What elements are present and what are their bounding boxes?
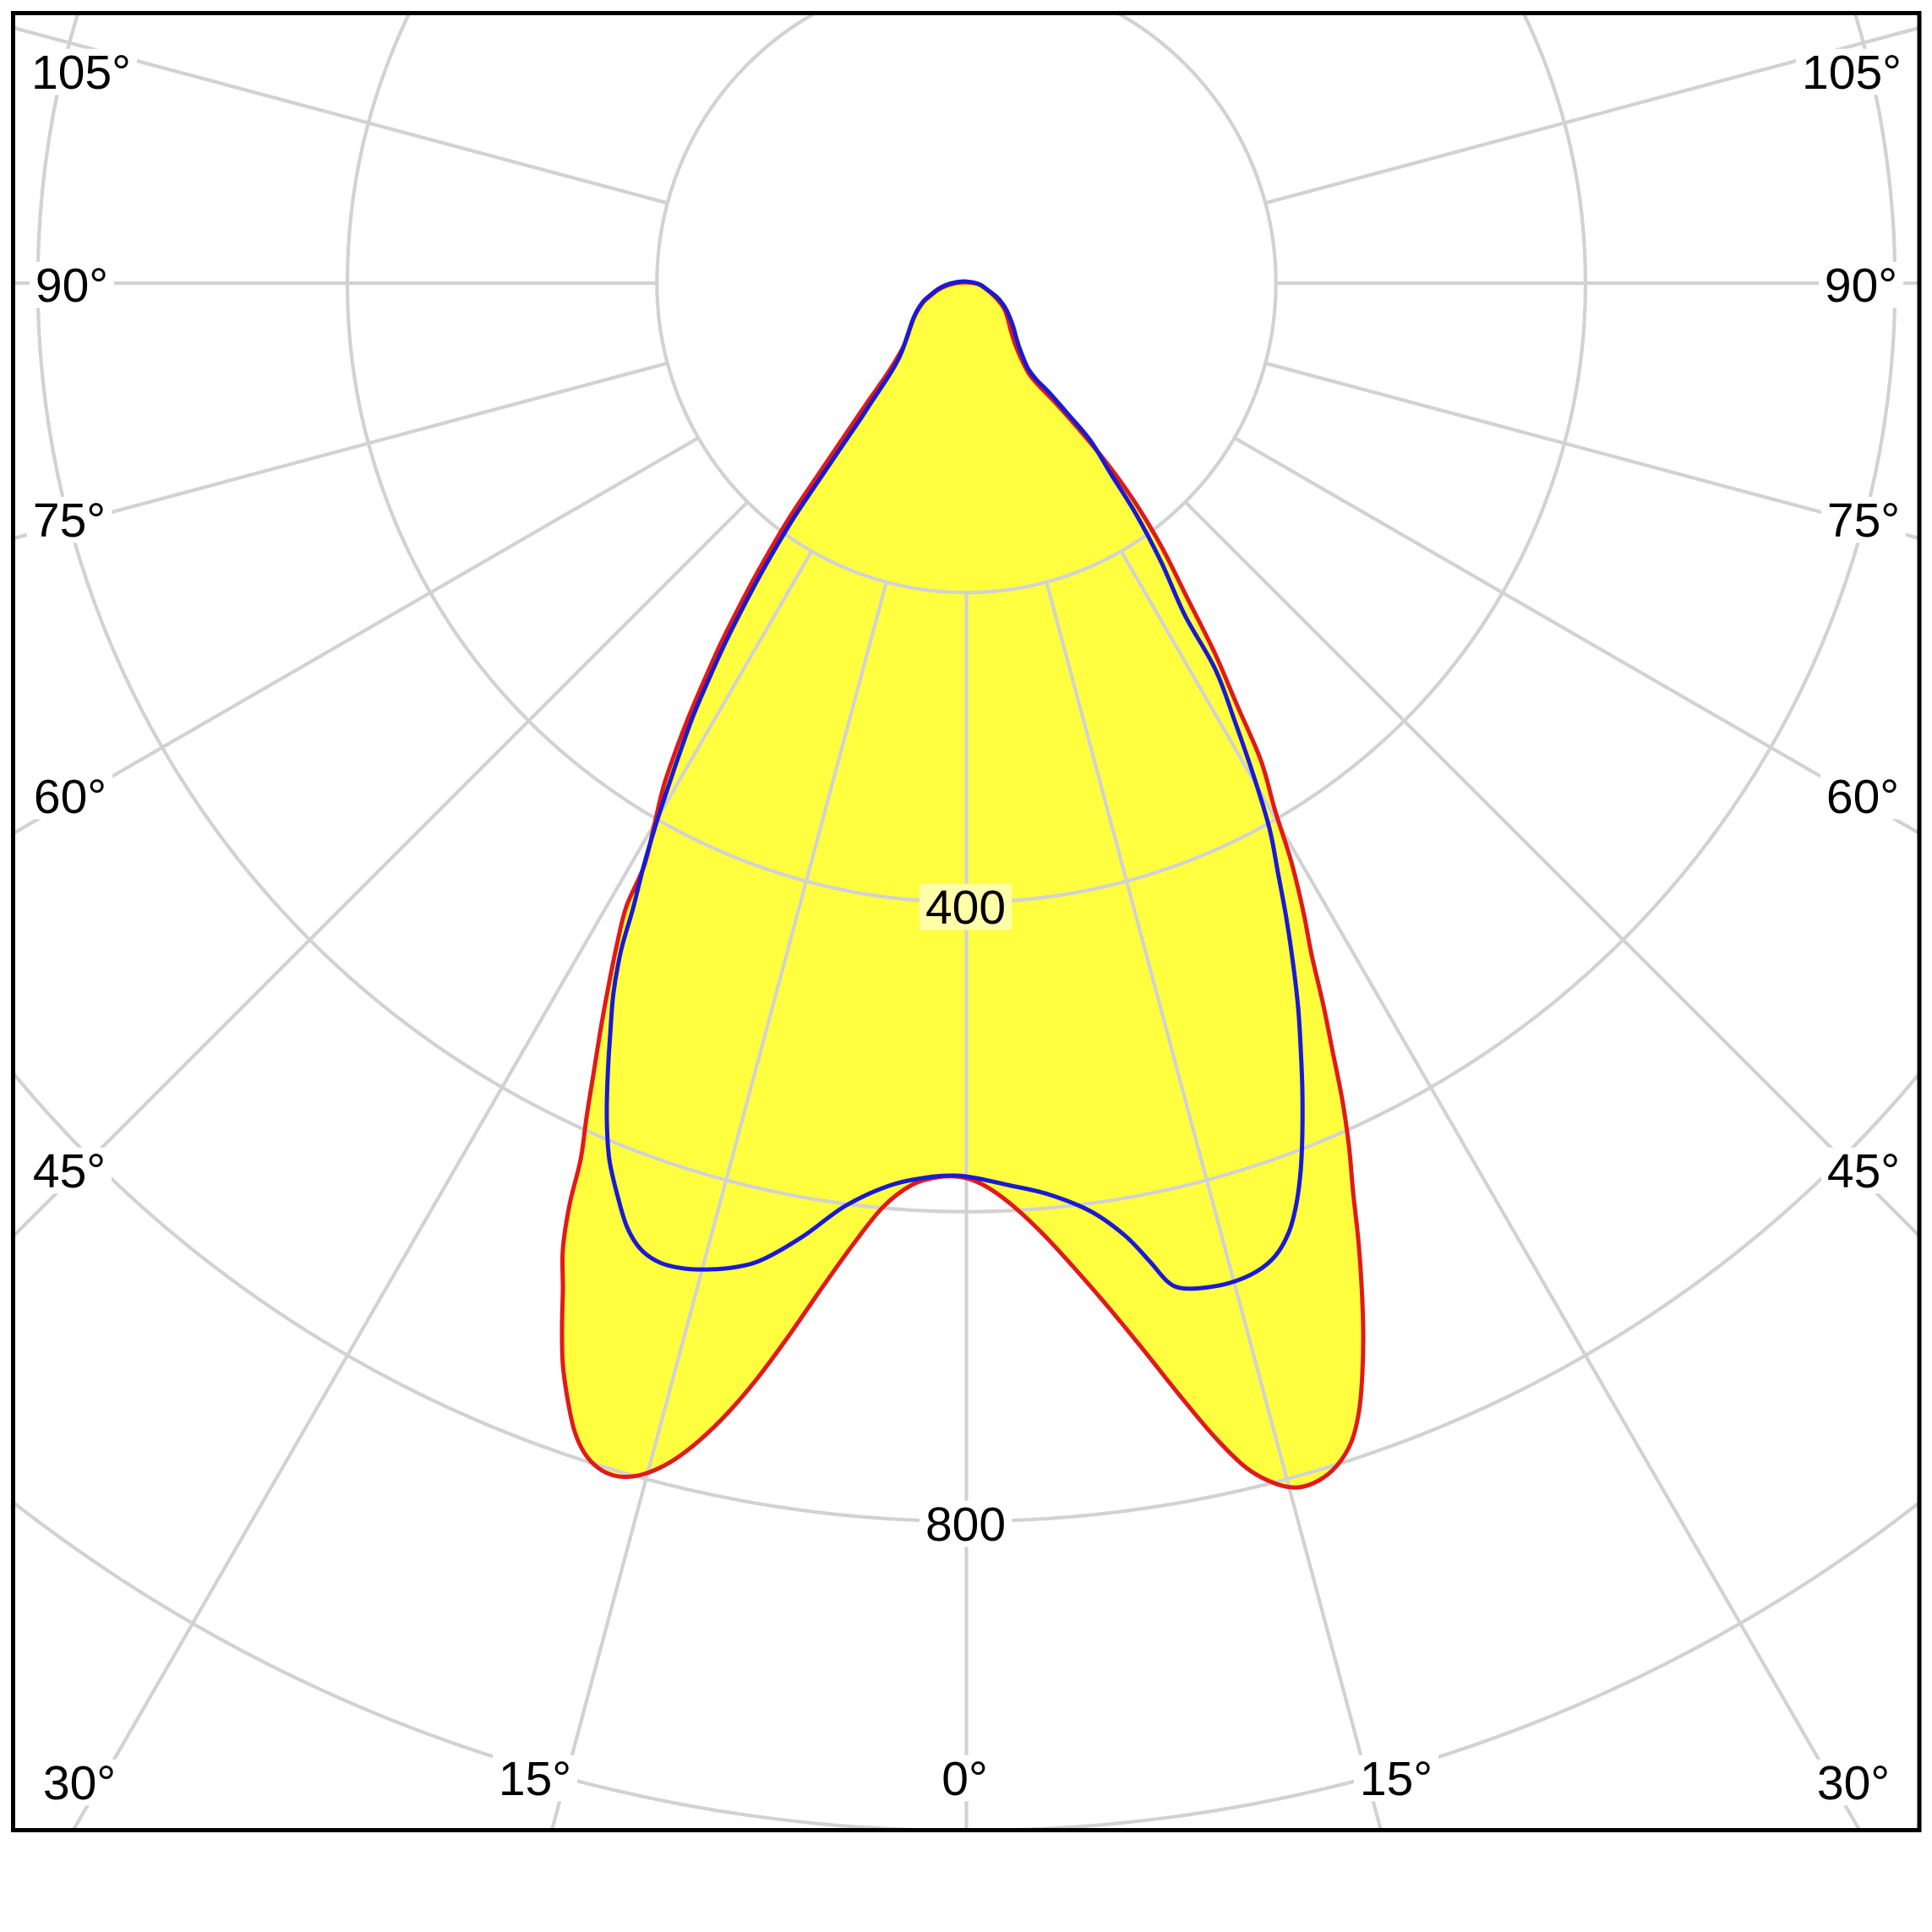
svg-text:90°: 90° xyxy=(35,259,108,313)
svg-text:60°: 60° xyxy=(1826,770,1899,824)
svg-text:15°: 15° xyxy=(1360,1752,1433,1806)
svg-text:75°: 75° xyxy=(33,494,106,548)
svg-text:30°: 30° xyxy=(43,1756,116,1810)
svg-text:15°: 15° xyxy=(499,1752,571,1806)
svg-text:45°: 45° xyxy=(33,1144,106,1198)
svg-text:105°: 105° xyxy=(1802,46,1902,100)
svg-text:90°: 90° xyxy=(1825,259,1897,313)
svg-text:75°: 75° xyxy=(1827,494,1900,548)
svg-text:60°: 60° xyxy=(34,770,106,824)
svg-text:45°: 45° xyxy=(1827,1144,1900,1198)
svg-text:30°: 30° xyxy=(1817,1756,1890,1810)
svg-text:800: 800 xyxy=(925,1498,1006,1552)
svg-text:0°: 0° xyxy=(941,1752,988,1806)
svg-text:400: 400 xyxy=(925,881,1006,935)
svg-text:105°: 105° xyxy=(31,46,131,100)
